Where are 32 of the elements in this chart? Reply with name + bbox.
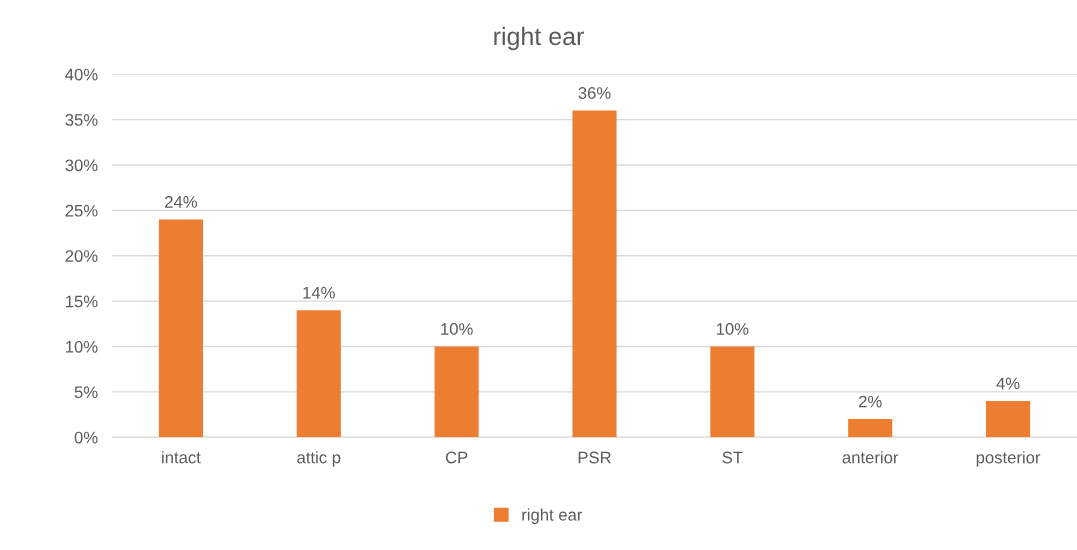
x-tick-label: anterior: [842, 451, 899, 464]
bar: [710, 346, 755, 438]
y-tick-label: 15%: [66, 295, 98, 308]
data-label: 24%: [165, 196, 198, 208]
legend-label: right ear: [522, 508, 583, 524]
bar: [434, 346, 479, 438]
data-label: 10%: [441, 323, 473, 335]
y-tick-label: 35%: [65, 114, 98, 126]
bar: [848, 419, 893, 438]
bar: [158, 219, 203, 438]
data-label: 14%: [303, 286, 335, 299]
y-tick-label: 0%: [74, 431, 98, 444]
y-tick-label: 25%: [65, 204, 98, 217]
chart-title: right ear: [494, 26, 584, 51]
data-label: 10%: [716, 323, 749, 335]
y-tick-label: 5%: [74, 386, 98, 399]
bar: [986, 400, 1031, 438]
bar: [296, 310, 341, 438]
y-tick-label: 40%: [65, 68, 98, 81]
x-tick-label: PSR: [578, 451, 611, 464]
y-tick-label: 10%: [66, 340, 98, 353]
data-label: 36%: [578, 87, 611, 99]
bar: [572, 110, 617, 438]
y-tick-label: 20%: [65, 250, 98, 262]
data-label: 2%: [859, 395, 882, 408]
x-tick-label: CP: [445, 451, 468, 464]
y-tick-label: 30%: [65, 159, 98, 172]
x-tick-label: posterior: [976, 451, 1041, 467]
x-tick-label: ST: [722, 451, 743, 464]
x-tick-label: intact: [162, 451, 201, 464]
x-tick-label: attic p: [297, 451, 341, 467]
data-label: 4%: [996, 377, 1020, 390]
